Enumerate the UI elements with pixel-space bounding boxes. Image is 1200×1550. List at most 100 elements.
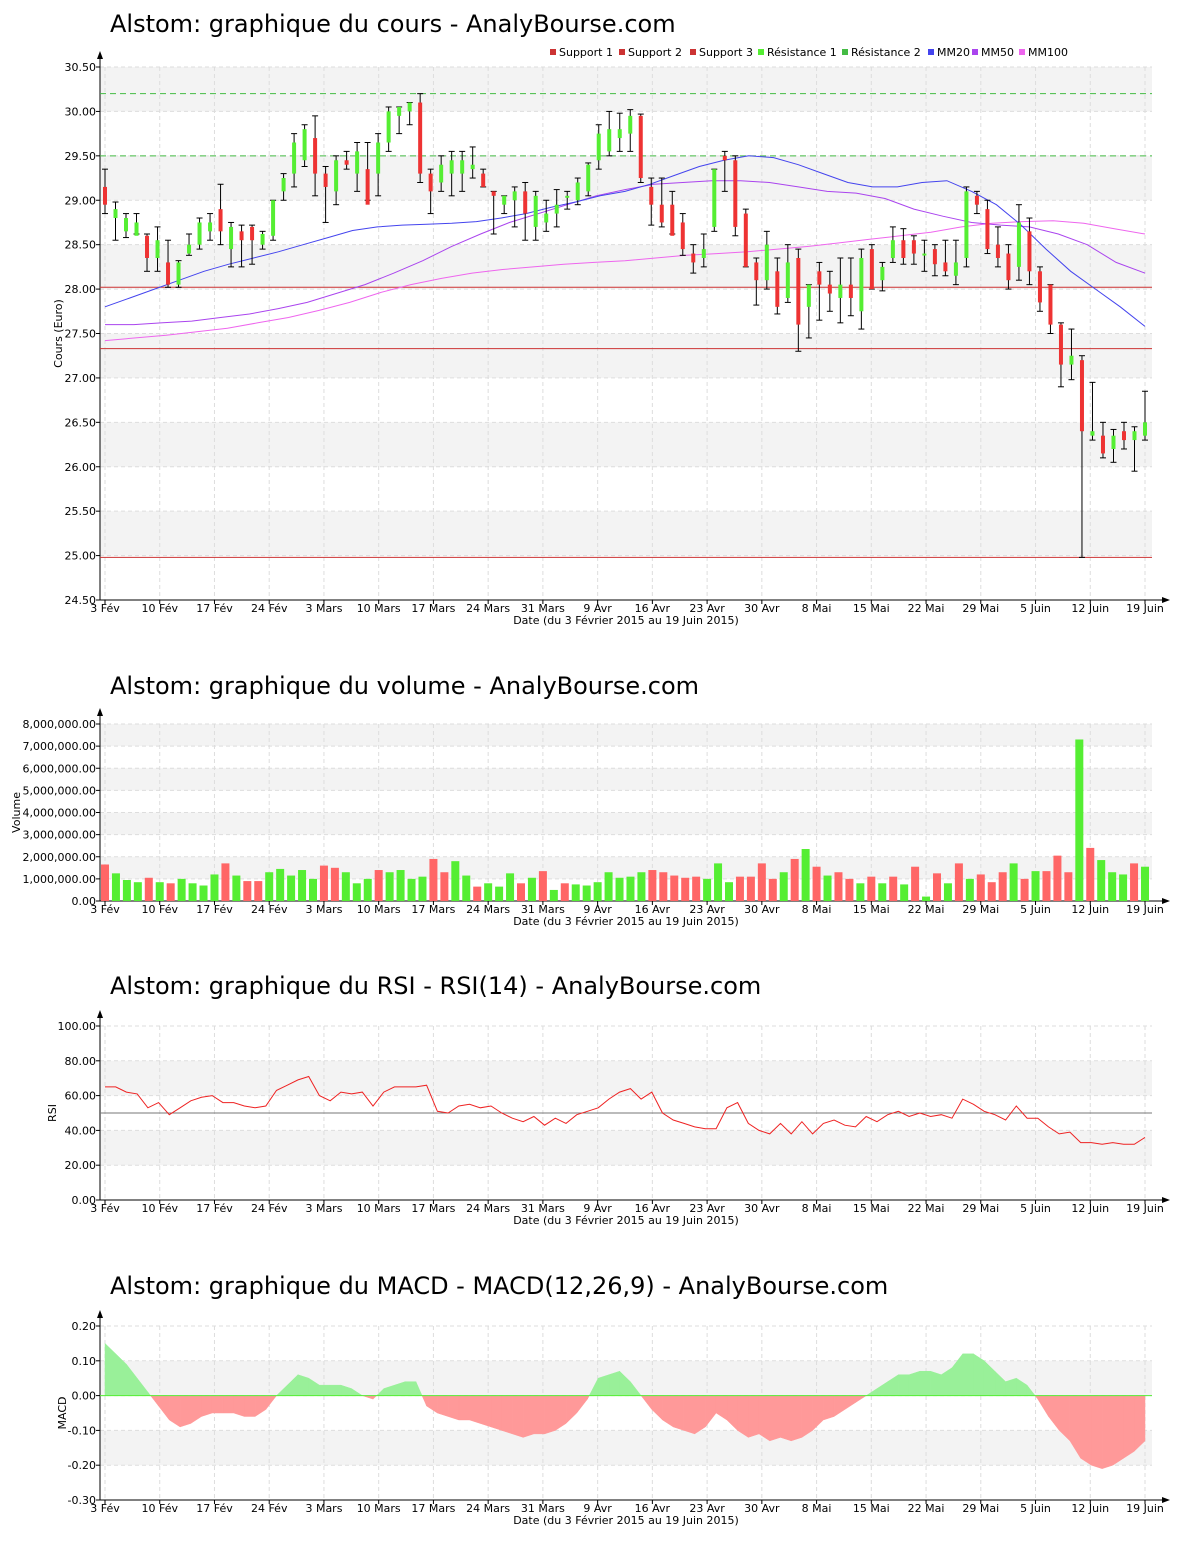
- candle-body: [407, 102, 412, 112]
- x-tick-label: 5 Juin: [1020, 602, 1051, 615]
- candle-body: [1069, 355, 1074, 365]
- candle: [721, 150, 728, 192]
- volume-bar: [867, 876, 876, 901]
- candle-body: [1121, 431, 1126, 441]
- y-tick-label: 26.00: [65, 461, 97, 474]
- macd-area: [522, 1395, 535, 1438]
- candle-body: [292, 142, 297, 174]
- macd-area: [844, 1395, 856, 1410]
- candle-body: [187, 244, 192, 254]
- candle-body: [439, 164, 444, 183]
- candle-body: [124, 218, 129, 232]
- volume-bar: [954, 863, 963, 901]
- x-tick-label: 9 Avr: [583, 1202, 612, 1215]
- x-tick-label: 22 Mai: [908, 1202, 945, 1215]
- volume-bar: [1064, 872, 1073, 901]
- macd-area: [1091, 1395, 1103, 1470]
- volume-bar: [911, 866, 920, 901]
- volume-bar: [943, 883, 952, 901]
- volume-chart: 0.00 1,000,000.00 2,000,000.00 3,000,000.00…: [10, 708, 1170, 928]
- y-tick-label: 27.50: [65, 328, 97, 341]
- x-tick-label: 3 Fév: [90, 903, 120, 916]
- x-tick-label: 5 Juin: [1020, 1502, 1051, 1515]
- macd-area: [651, 1395, 663, 1421]
- macd-area: [426, 1395, 438, 1414]
- y-tick-label: 2,000,000.00: [23, 851, 96, 864]
- candle: [1078, 355, 1085, 558]
- candle-body: [806, 284, 811, 307]
- macd-area: [662, 1395, 674, 1428]
- candle: [1005, 244, 1012, 290]
- macd-area: [715, 1395, 728, 1421]
- grid-band: [100, 67, 1152, 112]
- y-tick-label: 6,000,000.00: [23, 762, 96, 775]
- macd-area: [1112, 1395, 1124, 1466]
- volume-bar: [462, 875, 471, 901]
- volume-bar: [385, 872, 394, 901]
- candle: [868, 244, 875, 290]
- x-tick-label: 17 Fév: [196, 1502, 233, 1515]
- y-tick-label: 20.00: [65, 1159, 97, 1172]
- candle-body: [176, 262, 181, 285]
- x-tick-label: 5 Juin: [1020, 1202, 1051, 1215]
- y-tick-label: 5,000,000.00: [23, 784, 96, 797]
- volume-bar: [144, 877, 153, 901]
- macd-area: [201, 1395, 213, 1417]
- macd-area: [115, 1353, 127, 1396]
- volume-bar: [549, 889, 558, 901]
- legend-swatch: [928, 49, 934, 55]
- x-axis-arrow: [1162, 1197, 1170, 1203]
- x-axis-title: Date (du 3 Février 2015 au 19 Juin 2015): [513, 614, 739, 627]
- volume-bar: [1119, 874, 1128, 901]
- volume-bar: [856, 883, 865, 901]
- candle-body: [922, 253, 927, 256]
- macd-area: [748, 1395, 760, 1438]
- grid-band: [100, 768, 1152, 791]
- candle-body: [166, 262, 171, 285]
- candle: [522, 181, 529, 241]
- macd-area: [104, 1342, 116, 1396]
- volume-bar: [878, 883, 887, 901]
- candle-body: [386, 111, 391, 143]
- legend-label: MM100: [1028, 46, 1068, 59]
- candle: [249, 224, 256, 265]
- volume-bar: [1020, 878, 1029, 901]
- candle: [553, 189, 560, 228]
- candle: [144, 233, 151, 272]
- macd-area: [780, 1395, 792, 1442]
- candle-body: [953, 262, 958, 276]
- x-tick-label: 12 Juin: [1071, 903, 1109, 916]
- x-tick-label: 31 Mars: [521, 903, 565, 916]
- macd-area: [1037, 1395, 1049, 1418]
- x-tick-label: 17 Fév: [196, 903, 233, 916]
- volume-bar: [714, 863, 723, 901]
- volume-bar: [221, 863, 230, 901]
- macd-area: [640, 1395, 653, 1411]
- y-tick-label: 25.50: [65, 505, 97, 518]
- macd-area: [512, 1395, 524, 1438]
- volume-bar: [681, 877, 690, 901]
- candle: [858, 248, 865, 330]
- candle: [942, 239, 949, 277]
- volume-bar: [484, 883, 493, 901]
- volume-bar: [473, 886, 482, 901]
- candle-body: [1100, 435, 1105, 454]
- candle-body: [565, 195, 570, 198]
- legend-swatch: [690, 49, 696, 55]
- candle-body: [796, 257, 801, 325]
- volume-bar: [976, 874, 985, 901]
- macd-area: [608, 1370, 620, 1396]
- grid-band: [100, 155, 1152, 201]
- x-tick-label: 3 Mars: [305, 1202, 342, 1215]
- volume-bar: [1108, 872, 1117, 901]
- volume-bar: [725, 882, 733, 901]
- macd-area: [372, 1395, 378, 1400]
- volume-bar: [199, 885, 208, 901]
- x-tick-label: 12 Juin: [1071, 1502, 1109, 1515]
- volume-bar: [670, 875, 679, 901]
- candle: [690, 244, 697, 274]
- volume-bar: [1141, 866, 1149, 901]
- y-tick-label: 27.00: [65, 372, 97, 385]
- candle: [154, 226, 161, 272]
- candle: [1120, 421, 1127, 450]
